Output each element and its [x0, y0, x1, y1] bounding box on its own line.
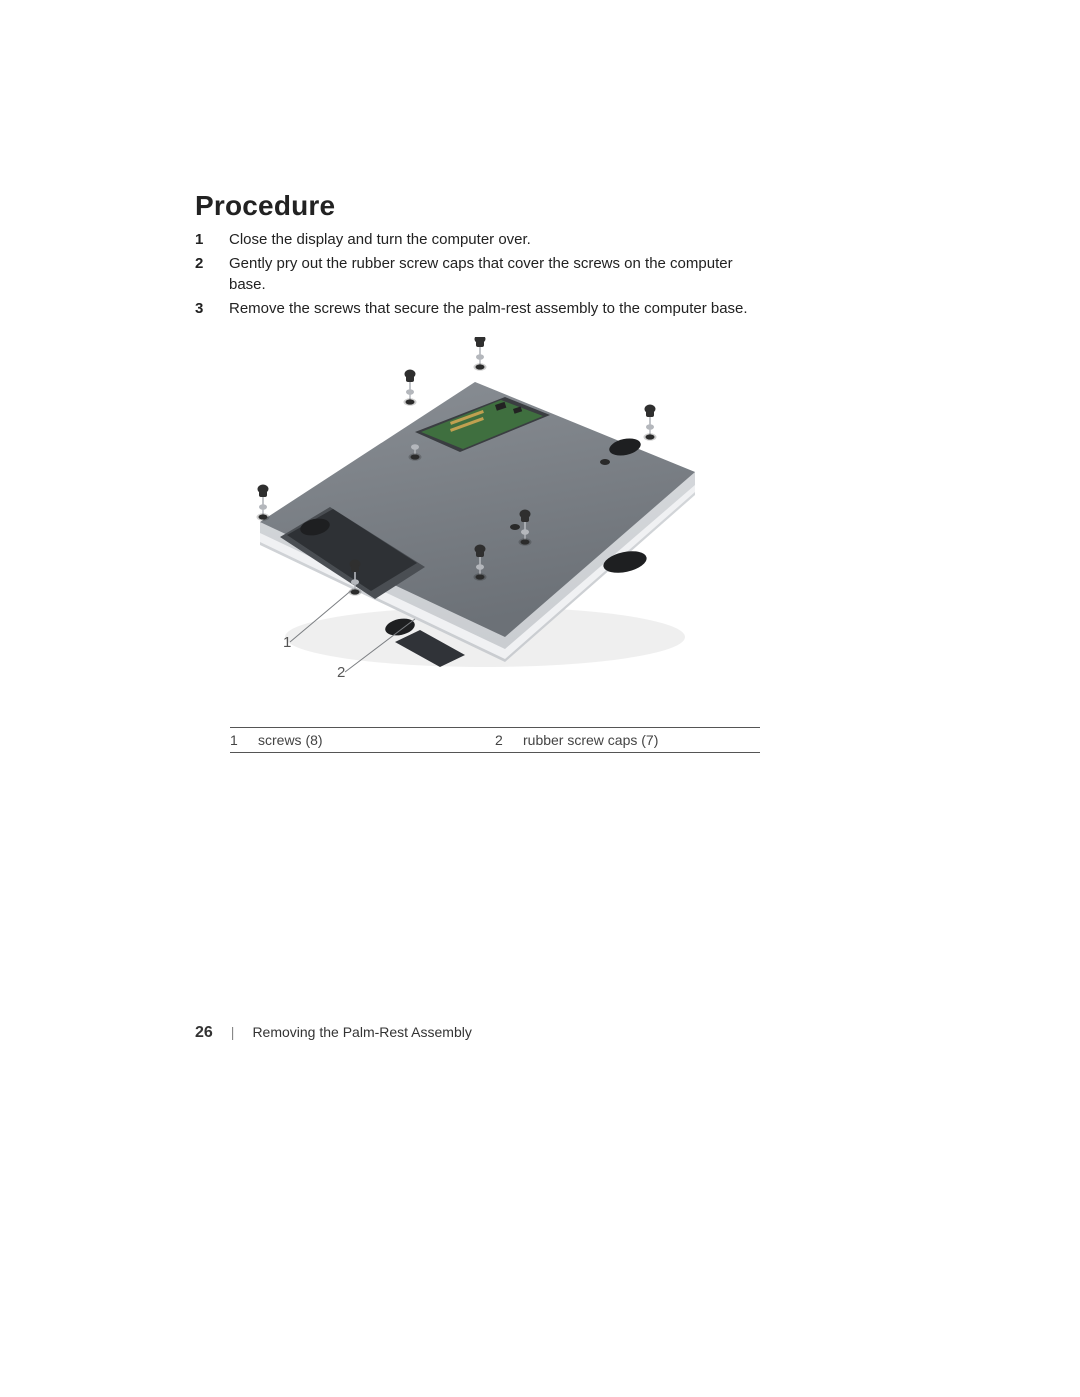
step-text: Close the display and turn the computer …	[229, 230, 760, 250]
step-number: 2	[195, 254, 229, 274]
footer-separator: |	[231, 1024, 235, 1040]
legend-num: 2	[495, 732, 523, 748]
content-block: Procedure 1 Close the display and turn t…	[195, 190, 760, 753]
footer-title: Removing the Palm-Rest Assembly	[252, 1024, 471, 1040]
page: Procedure 1 Close the display and turn t…	[0, 0, 1080, 1397]
figure-legend: 1 screws (8) 2 rubber screw caps (7)	[230, 727, 760, 753]
legend-num: 1	[230, 732, 258, 748]
figure-callout-2: 2	[337, 664, 345, 681]
step-text: Gently pry out the rubber screw caps tha…	[229, 254, 760, 295]
legend-text: rubber screw caps (7)	[523, 732, 760, 748]
procedure-steps: 1 Close the display and turn the compute…	[195, 230, 760, 319]
figure: 1 2 1 screws (8) 2 rubber screw caps (7)	[195, 337, 760, 753]
legend-text: screws (8)	[258, 732, 495, 748]
page-number: 26	[195, 1024, 213, 1042]
step-number: 3	[195, 299, 229, 319]
legend-row: 1 screws (8) 2 rubber screw caps (7)	[230, 728, 760, 752]
section-heading: Procedure	[195, 190, 760, 222]
step-row: 1 Close the display and turn the compute…	[195, 230, 760, 250]
step-row: 3 Remove the screws that secure the palm…	[195, 299, 760, 319]
step-number: 1	[195, 230, 229, 250]
figure-callout-1: 1	[283, 634, 291, 651]
page-footer: 26 | Removing the Palm-Rest Assembly	[195, 1024, 472, 1042]
step-text: Remove the screws that secure the palm-r…	[229, 299, 760, 319]
laptop-bottom-illustration: 1 2	[195, 337, 740, 717]
step-row: 2 Gently pry out the rubber screw caps t…	[195, 254, 760, 295]
